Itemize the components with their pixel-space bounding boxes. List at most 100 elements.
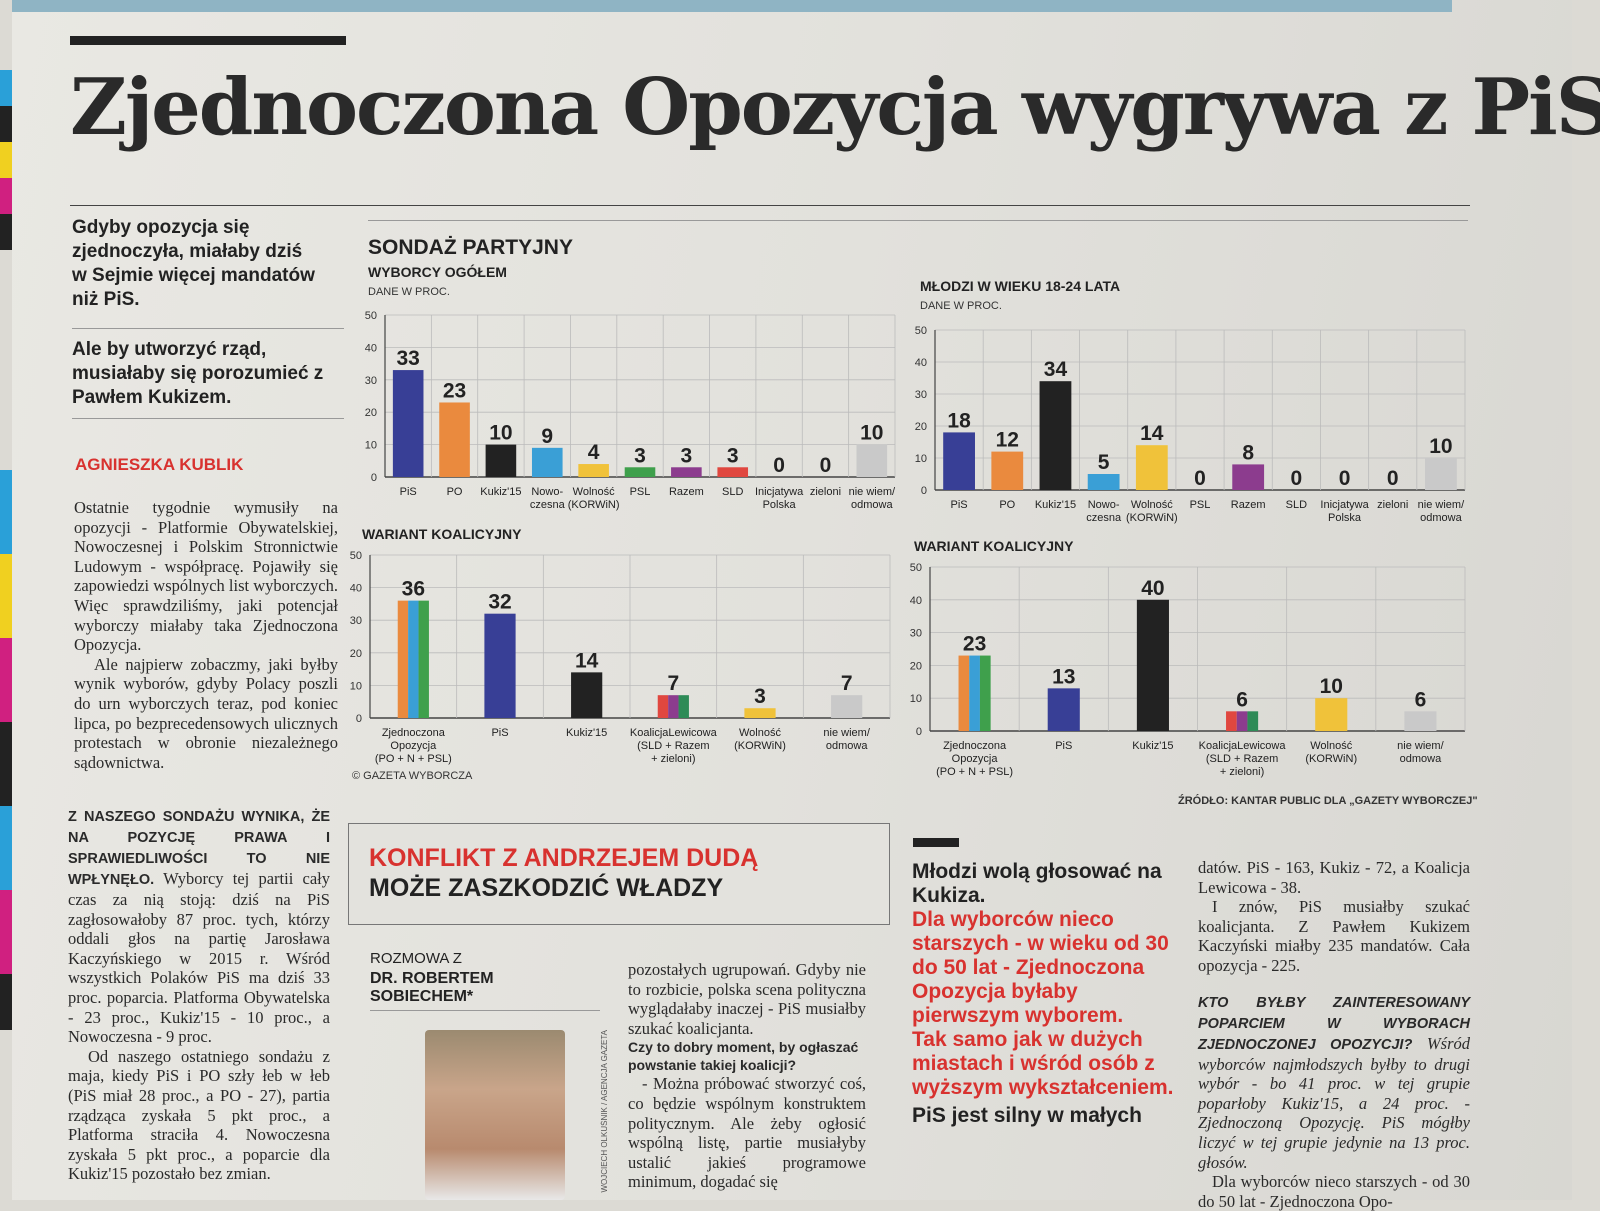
article-text: Ostatnie tygodnie wymusiły na opozycji -…	[74, 498, 338, 772]
bar	[943, 432, 975, 490]
bar-segment	[958, 655, 970, 731]
bar	[531, 447, 563, 477]
y-tick-label: 30	[910, 628, 922, 640]
interview-title: MOŻE ZASZKODZIĆ WŁADZY	[369, 874, 724, 902]
y-tick-label: 0	[356, 713, 362, 725]
chart-title: WYBORCY OGÓŁEM	[368, 264, 507, 280]
y-tick-label: 50	[915, 325, 927, 337]
interview-intro: ROZMOWA Z	[370, 950, 462, 967]
y-tick-label: 0	[921, 485, 927, 497]
paragraph: I znów, PiS musiałby szukać koalicjanta.…	[1198, 897, 1470, 975]
print-color-bar	[0, 470, 12, 1030]
print-color-bar	[0, 70, 12, 250]
chart-wariant-koalicyjny-ogolem: 0 10 20 30 40 50 36 Zjednoczona Opozycja (PO + N …	[350, 550, 891, 765]
bar-segment	[668, 695, 679, 718]
paragraph: Ale najpierw zobaczmy, jaki byłby wynik …	[74, 654, 338, 772]
value-label: 8	[1242, 441, 1254, 464]
bar	[671, 467, 702, 477]
y-tick-label: 20	[910, 660, 922, 672]
bar-segment	[1247, 711, 1259, 731]
category-label: PiS	[1055, 740, 1072, 752]
photo-credit: WOJCIECH OLKUŚNIK / AGENCJA GAZETA	[600, 1030, 609, 1193]
bar	[1136, 599, 1169, 731]
bar-segment	[418, 600, 429, 718]
y-tick-label: 50	[365, 310, 377, 322]
category-label: Nowo-czesna	[530, 486, 566, 511]
bar	[1047, 688, 1080, 731]
paragraph: Wyborcy tej partii cały czas za nią stoj…	[68, 869, 330, 1047]
value-label: 14	[575, 649, 599, 672]
value-label: 12	[996, 429, 1019, 452]
category-label: Zjednoczona Opozycja (PO + N + PSL)	[375, 727, 452, 765]
category-label: Wolność (KORWiN)	[1126, 499, 1178, 524]
y-tick-label: 0	[916, 726, 922, 738]
divider	[370, 1010, 600, 1011]
bar	[1404, 711, 1437, 731]
bar	[485, 444, 517, 477]
bar	[1425, 458, 1457, 490]
chart-section-title: SONDAŻ PARTYJNY	[368, 236, 573, 259]
bar	[1232, 464, 1265, 490]
category-label: nie wiem/odmowa	[1418, 499, 1465, 524]
interview-header-box: KONFLIKT Z ANDRZEJEM DUDĄ MOŻE ZASZKODZI…	[348, 823, 890, 925]
y-tick-label: 10	[350, 680, 362, 692]
category-label: Kukiz'15	[1132, 740, 1173, 752]
paragraph: - Można próbować stworzyć coś, co będzie…	[628, 1074, 866, 1192]
paragraph: datów. PiS - 163, Kukiz - 72, a Koalicja…	[1198, 858, 1470, 897]
value-label: 23	[963, 633, 986, 656]
value-label: 0	[1291, 467, 1303, 490]
chart-title: WARIANT KOALICYJNY	[914, 538, 1074, 554]
lead-paragraph: Gdyby opozycja się zjednoczyła, miałaby …	[72, 217, 315, 310]
y-tick-label: 0	[371, 472, 377, 484]
value-label: 0	[1387, 467, 1399, 490]
bar	[856, 444, 888, 477]
category-label: Kukiz'15	[566, 727, 607, 739]
interviewee-photo	[425, 1030, 565, 1200]
copyright: © GAZETA WYBORCZA	[352, 770, 473, 782]
value-label: 32	[488, 591, 511, 614]
section-lead: Z NASZEGO SONDAŻU WYNIKA, ŻE NA POZYCJĘ …	[68, 809, 330, 888]
value-label: 23	[443, 379, 466, 402]
value-label: 36	[402, 578, 425, 601]
category-label: Inicjatywa Polska	[755, 486, 804, 511]
pull-quote: Młodzi wolą głosować na Kukiza. Dla wybo…	[912, 860, 1174, 1128]
value-label: 18	[947, 409, 971, 432]
category-label: Razem	[1231, 499, 1266, 511]
category-label: KoalicjaLewicowa (SLD + Razem + zieloni)	[1199, 740, 1287, 778]
category-label: nie wiem/odmowa	[849, 486, 896, 511]
interview-question: Czy to dobry moment, by ogłaszać powstan…	[628, 1039, 859, 1074]
category-label: KoalicjaLewicowa (SLD + Razem + zieloni)	[630, 727, 718, 765]
category-label: PiS	[400, 486, 417, 498]
category-label: Razem	[669, 486, 704, 498]
value-label: 10	[860, 422, 883, 445]
value-label: 0	[820, 454, 832, 477]
y-tick-label: 20	[350, 648, 362, 660]
chart-wariant-koalicyjny-mlodzi: 0 10 20 30 40 50 23 Zjednoczona Opozycja (PO + N …	[910, 562, 1466, 778]
bar-segment	[408, 600, 419, 718]
category-label: PO	[999, 499, 1015, 511]
y-tick-label: 30	[350, 615, 362, 627]
chart-unit: DANE W PROC.	[920, 300, 1002, 312]
pull-quote-red: Dla wyborców nieco starszych - w wieku o…	[912, 908, 1169, 1027]
value-label: 14	[1140, 422, 1164, 445]
interviewee-name: DR. ROBERTEM SOBIECHEM*	[370, 970, 494, 1005]
category-label: PSL	[630, 486, 651, 498]
value-label: 6	[1415, 688, 1427, 711]
y-tick-label: 20	[365, 407, 377, 419]
divider	[72, 418, 344, 419]
bar-segment	[657, 695, 669, 718]
value-label: 0	[1194, 467, 1206, 490]
category-label: Kukiz'15	[1035, 499, 1076, 511]
headline-bar	[70, 36, 346, 45]
bar	[1315, 698, 1348, 731]
category-label: PiS	[491, 727, 508, 739]
quote-bar	[913, 838, 959, 847]
pull-quote-red: Tak samo jak w dużych miastach i wśród o…	[912, 1028, 1174, 1099]
y-tick-label: 10	[915, 453, 927, 465]
bar	[392, 370, 424, 477]
pull-quote-black: Młodzi wolą głosować na Kukiza.	[912, 860, 1162, 907]
category-label: PO	[447, 486, 463, 498]
chart-title: MŁODZI W WIEKU 18-24 LATA	[920, 278, 1121, 294]
y-tick-label: 10	[365, 440, 377, 452]
bar	[717, 467, 749, 477]
